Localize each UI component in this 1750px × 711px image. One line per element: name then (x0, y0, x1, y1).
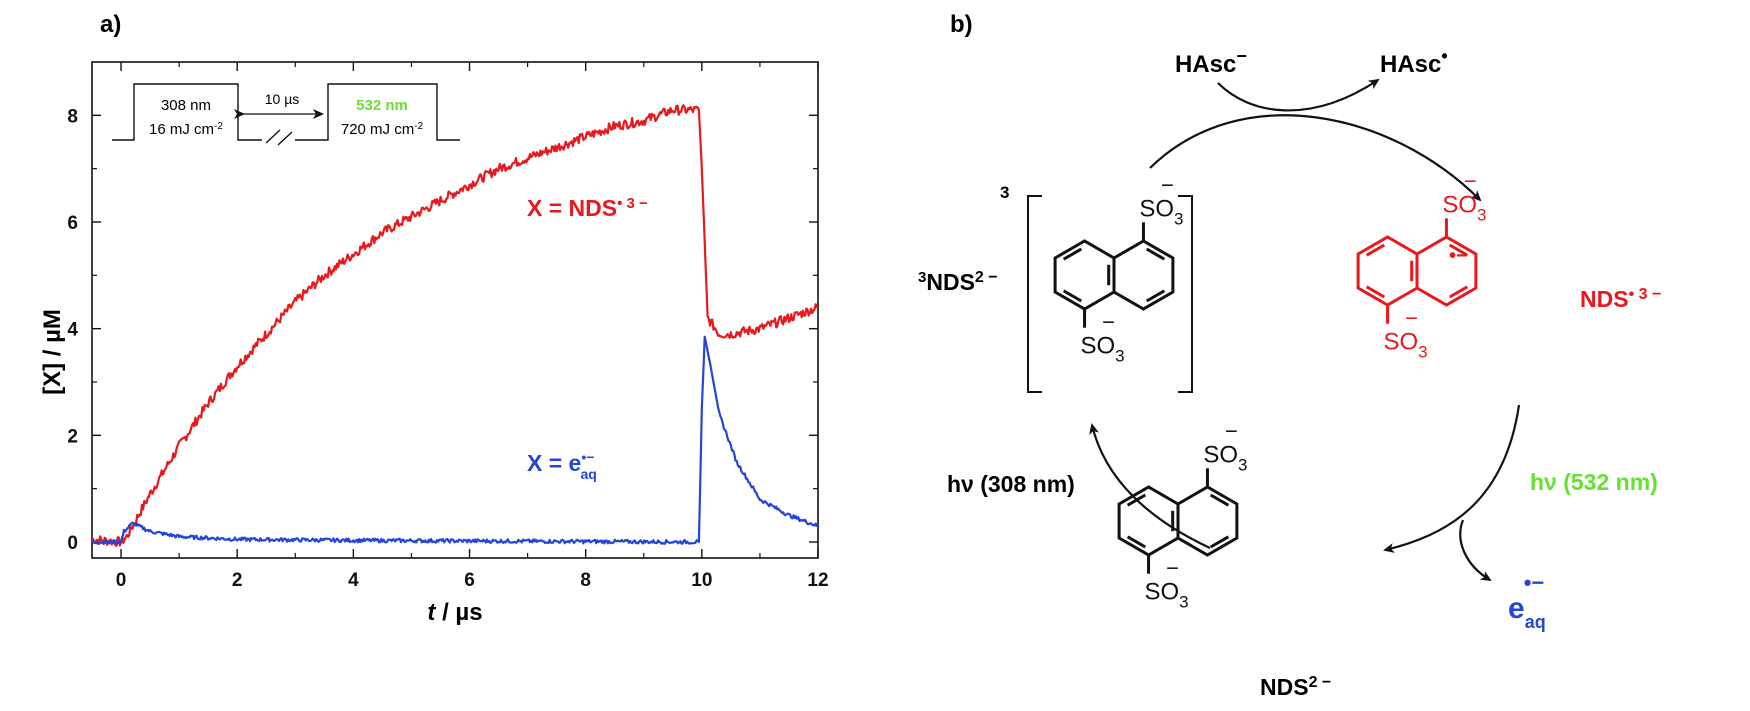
hasc-radical-label: HAsc• (1380, 46, 1448, 78)
radical-anion-mark: •− (1449, 245, 1468, 267)
y-tick-label: 0 (67, 533, 78, 554)
y-tick-label: 6 (67, 213, 78, 234)
double-bond (1062, 247, 1083, 261)
sulfonate-group: SO3 (1139, 195, 1183, 228)
double-bond (1209, 493, 1230, 507)
sulfonate-group: SO3 (1203, 441, 1247, 474)
panel-b-label: b) (950, 11, 973, 38)
sulfonate-charge: − (1464, 168, 1477, 193)
molecule-triplet-nds: SO3−SO3− (1053, 172, 1184, 366)
arrow-hasc (1217, 78, 1380, 112)
bracket-superscript: 3 (1000, 183, 1009, 202)
panel-a: a) 0 2 4 6 8 10 12 0 2 4 6 8 [X] / µM t / µs 308 nm… (39, 11, 829, 626)
double-bond (1365, 243, 1386, 257)
ring-right (1112, 239, 1175, 311)
sulfonate-charge: − (1225, 418, 1238, 443)
hasc-minus-label: HAsc− (1175, 46, 1247, 78)
arrow-top (1149, 114, 1482, 202)
double-bond (1145, 289, 1166, 303)
double-bond (1365, 285, 1386, 299)
sulfonate-charge: − (1405, 306, 1418, 331)
y-tick-label: 2 (67, 426, 78, 447)
sulfonate-group: SO3 (1080, 333, 1124, 366)
plot-frame (91, 61, 819, 559)
x-axis-label-unit: / µs (435, 599, 482, 626)
axis-ticks: 0 2 4 6 8 10 12 0 2 4 6 8 (67, 62, 829, 591)
bracket-right (1178, 195, 1193, 393)
y-axis-label: [X] / µM (39, 309, 66, 395)
pulse-inset: 308 nm 16 mJ cm-2 10 µs 532 nm 720 mJ cm… (112, 83, 460, 146)
y-tick-label: 4 (67, 320, 78, 341)
series-line-nds (91, 104, 819, 548)
triplet-nds-label: 3NDS2 − (918, 269, 998, 296)
molecule-radical-nds: SO3−SO3− (1356, 168, 1487, 362)
x-tick-label: 12 (807, 570, 828, 591)
sulfonate-charge: − (1166, 556, 1179, 581)
ground-nds-label: NDS2 − (1260, 674, 1331, 701)
sulfonate-charge: − (1102, 310, 1115, 335)
panel-a-label: a) (100, 11, 121, 38)
data-series (91, 104, 819, 548)
ring-left (1117, 485, 1180, 557)
arrow-left (1089, 423, 1211, 549)
pulse1-energy: 16 mJ cm-2 (149, 121, 223, 139)
x-tick-label: 0 (116, 570, 127, 591)
double-bond (1448, 285, 1469, 299)
y-tick-label: 8 (67, 106, 78, 127)
arrow-right (1383, 404, 1521, 553)
x-tick-label: 4 (348, 570, 359, 591)
double-bond (1126, 535, 1147, 549)
ring-left (1053, 239, 1116, 311)
sulfonate-group: SO3 (1144, 579, 1188, 612)
x-tick-label: 6 (464, 570, 475, 591)
double-bond (1062, 289, 1083, 303)
pulse1-wavelength: 308 nm (161, 97, 211, 114)
x-axis-label: t / µs (427, 599, 482, 626)
double-bond (1209, 535, 1230, 549)
hv-308-label: hν (308 nm) (947, 471, 1075, 497)
hv-532-label: hν (532 nm) (1530, 469, 1658, 495)
arrow-electron (1459, 519, 1492, 582)
x-tick-label: 8 (580, 570, 591, 591)
double-bond (1448, 243, 1469, 257)
x-tick-label: 2 (232, 570, 243, 591)
ring-left (1356, 235, 1419, 307)
ring-right (1176, 485, 1239, 557)
pulse2-energy: 720 mJ cm-2 (341, 121, 424, 139)
sulfonate-charge: − (1161, 172, 1174, 197)
solvated-electron-label: eaq•− (1508, 570, 1546, 632)
double-bond (1145, 247, 1166, 261)
radical-nds-label: NDS• 3 − (1580, 286, 1661, 313)
bracket-left (1027, 195, 1042, 393)
double-bond (1126, 493, 1147, 507)
delay-label: 10 µs (265, 91, 300, 107)
series-line-electron (91, 335, 819, 546)
series-label-e: X = e•− aq (527, 449, 597, 482)
pulse2-wavelength: 532 nm (356, 97, 408, 114)
series-label-nds: X = NDS• 3 − (527, 195, 648, 222)
panel-b: b) HAsc− HAsc• 3NDS2 − 3 SO3−SO3− SO3−SO… (918, 11, 1661, 700)
sulfonate-group: SO3 (1442, 191, 1486, 224)
sulfonate-group: SO3 (1383, 329, 1427, 362)
molecule-ground-nds: SO3−SO3− (1117, 418, 1248, 612)
x-tick-label: 10 (691, 570, 712, 591)
x-axis-label-italic: t (427, 599, 436, 626)
